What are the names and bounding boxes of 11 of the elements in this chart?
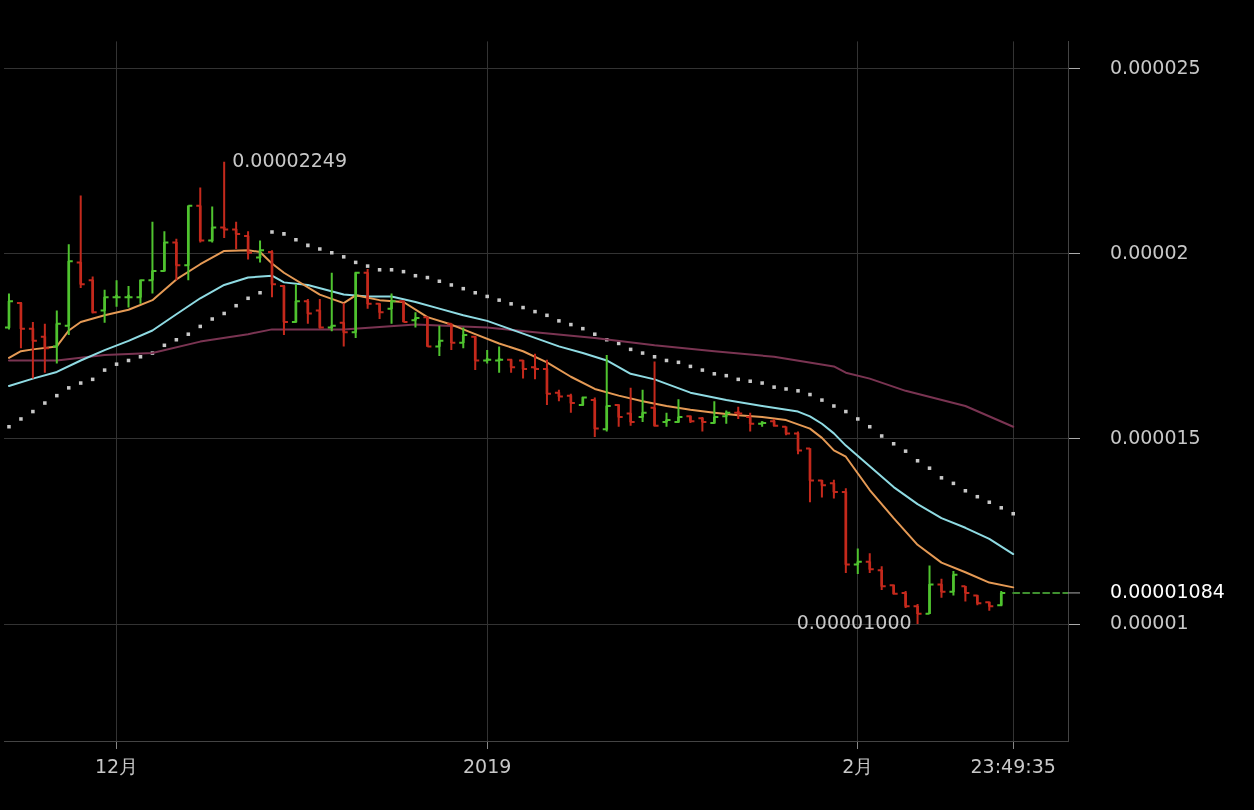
y-tick-label: 0.000025 <box>1110 55 1201 78</box>
x-tick-label: 12月 <box>94 755 139 778</box>
x-tick-label: 2月 <box>842 755 874 778</box>
text: 0.00001084 <box>1110 579 1225 602</box>
annotation: 0.00002249 <box>232 148 348 171</box>
y-tick-label: 0.00001 <box>1110 610 1189 633</box>
y-tick-label: 0.00002 <box>1110 240 1189 263</box>
y-tick-label: 0.000015 <box>1110 425 1201 448</box>
annotation: 0.00001000 <box>796 610 912 633</box>
x-tick-label: 2019 <box>463 755 512 778</box>
x-tick-label: 23:49:35 <box>970 755 1056 778</box>
